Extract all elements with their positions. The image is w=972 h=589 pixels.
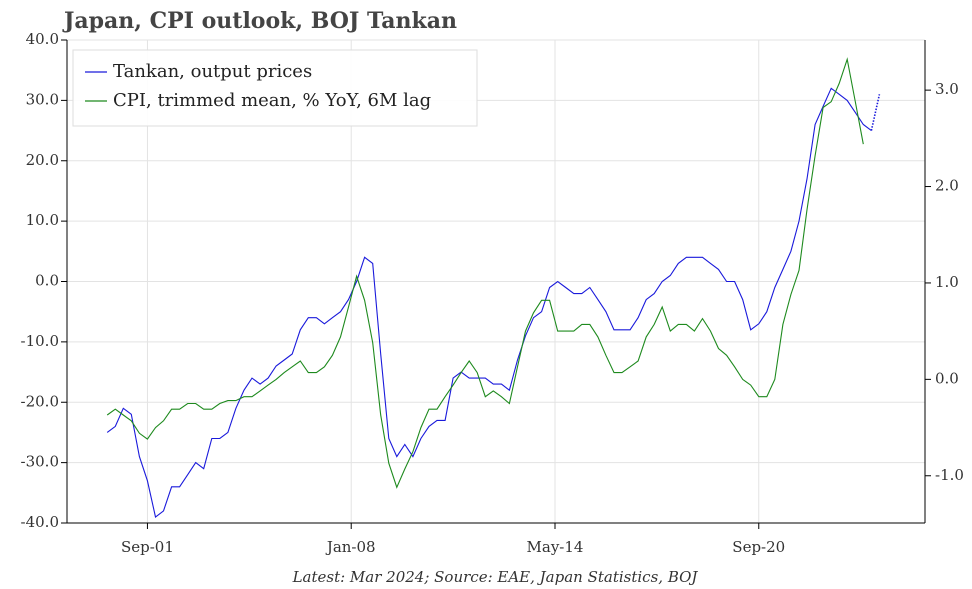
footnote: Latest: Mar 2024; Source: EAE, Japan Sta… (292, 568, 699, 586)
y-tick-label: 30.0 (26, 90, 59, 108)
y2-tick-label: 3.0 (935, 80, 959, 98)
legend-box (72, 49, 478, 127)
x-tick-label: Jan-08 (325, 538, 376, 556)
legend-label: Tankan, output prices (113, 61, 312, 82)
legend-label: CPI, trimmed mean, % YoY, 6M lag (113, 90, 431, 111)
x-tick-label: Sep-01 (121, 538, 174, 556)
y-tick-label: -20.0 (21, 392, 59, 410)
x-tick-label: Sep-20 (732, 538, 785, 556)
y-tick-label: 40.0 (26, 30, 59, 48)
forecast-segment (870, 94, 881, 131)
y-tick-label: 20.0 (26, 151, 59, 169)
y2-tick-label: -1.0 (935, 466, 964, 484)
y-tick-label: 10.0 (26, 211, 59, 229)
series-line (106, 57, 864, 489)
y2-tick-label: 1.0 (935, 273, 959, 291)
y2-tick-label: 0.0 (935, 369, 959, 387)
y-tick-label: -10.0 (21, 332, 59, 350)
y-tick-label: 0.0 (35, 272, 59, 290)
series-line (106, 87, 872, 518)
y-tick-label: -40.0 (21, 513, 59, 531)
y-tick-label: -30.0 (21, 453, 59, 471)
chart-title: Japan, CPI outlook, BOJ Tankan (62, 8, 457, 34)
y2-tick-label: 2.0 (935, 177, 959, 195)
x-tick-label: May-14 (527, 538, 584, 556)
